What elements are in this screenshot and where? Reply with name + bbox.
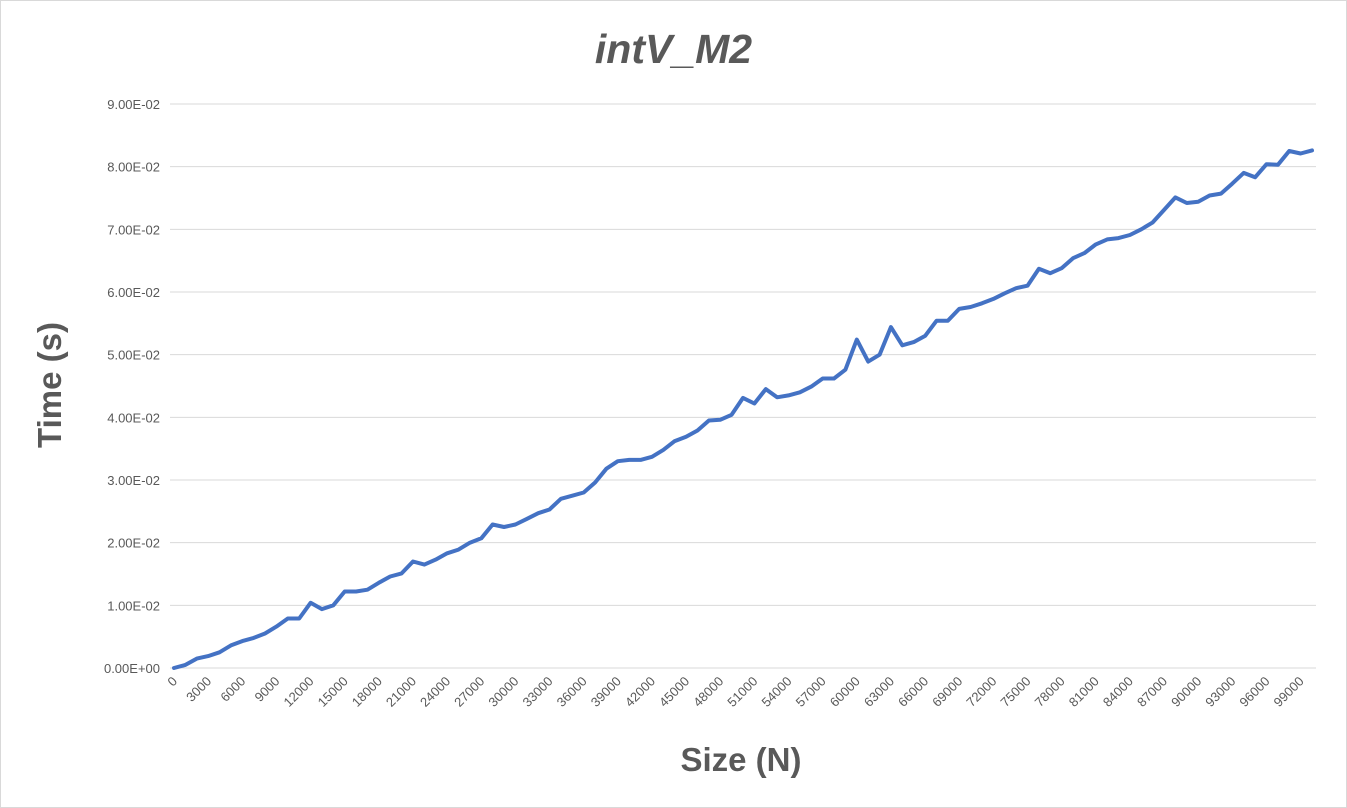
x-tick-label: 45000	[656, 674, 692, 710]
x-tick-label: 99000	[1271, 674, 1307, 710]
x-tick-label: 75000	[997, 674, 1033, 710]
y-tick-label: 4.00E-02	[107, 410, 160, 425]
x-tick-label: 48000	[690, 674, 726, 710]
y-tick-label: 3.00E-02	[107, 473, 160, 488]
x-tick-label: 84000	[1100, 674, 1136, 710]
x-tick-label: 18000	[349, 674, 385, 710]
y-tick-label: 0.00E+00	[104, 661, 160, 676]
y-tick-labels: 0.00E+00 1.00E-02 2.00E-02 3.00E-02 4.00E-02…	[104, 97, 160, 676]
x-tick-label: 63000	[861, 674, 897, 710]
y-tick-label: 7.00E-02	[107, 222, 160, 237]
x-tick-label: 81000	[1066, 674, 1102, 710]
y-tick-label: 2.00E-02	[107, 536, 160, 551]
y-tick-label: 9.00E-02	[107, 97, 160, 112]
y-tick-label: 1.00E-02	[107, 598, 160, 613]
x-tick-label: 78000	[1032, 674, 1068, 710]
series-line	[172, 148, 1314, 670]
gridlines	[170, 103, 1316, 669]
x-tick-label: 60000	[827, 674, 863, 710]
y-tick-label: 5.00E-02	[107, 348, 160, 363]
x-tick-label: 93000	[1202, 674, 1238, 710]
x-tick-label: 69000	[929, 674, 965, 710]
x-tick-label: 15000	[315, 674, 351, 710]
x-tick-label: 9000	[251, 674, 282, 705]
x-tick-label: 57000	[793, 674, 829, 710]
series	[172, 148, 1314, 670]
x-tick-label: 66000	[895, 674, 931, 710]
x-tick-label: 21000	[383, 674, 419, 710]
x-tick-label: 90000	[1168, 674, 1204, 710]
y-tick-label: 8.00E-02	[107, 160, 160, 175]
x-tick-label: 36000	[554, 674, 590, 710]
x-tick-label: 39000	[588, 674, 624, 710]
x-tick-label: 33000	[519, 674, 555, 710]
chart-title: intV_M2	[594, 26, 753, 72]
x-tick-label: 87000	[1134, 674, 1170, 710]
x-tick-label: 54000	[758, 674, 794, 710]
x-tick-label: 42000	[622, 674, 658, 710]
x-tick-label: 30000	[485, 674, 521, 710]
x-tick-labels: 0 3000 6000 9000120001500018000210002400027…	[164, 674, 1306, 710]
x-tick-label: 51000	[724, 674, 760, 710]
x-tick-label: 6000	[217, 674, 248, 705]
x-tick-label: 12000	[281, 674, 317, 710]
x-axis-title: Size (N)	[680, 741, 802, 778]
x-tick-label: 3000	[183, 674, 214, 705]
x-tick-label: 24000	[417, 674, 453, 710]
x-tick-label: 72000	[963, 674, 999, 710]
y-tick-label: 6.00E-02	[107, 285, 160, 300]
x-tick-label: 27000	[451, 674, 487, 710]
x-tick-label: 96000	[1236, 674, 1272, 710]
x-tick-label: 0	[164, 674, 180, 690]
